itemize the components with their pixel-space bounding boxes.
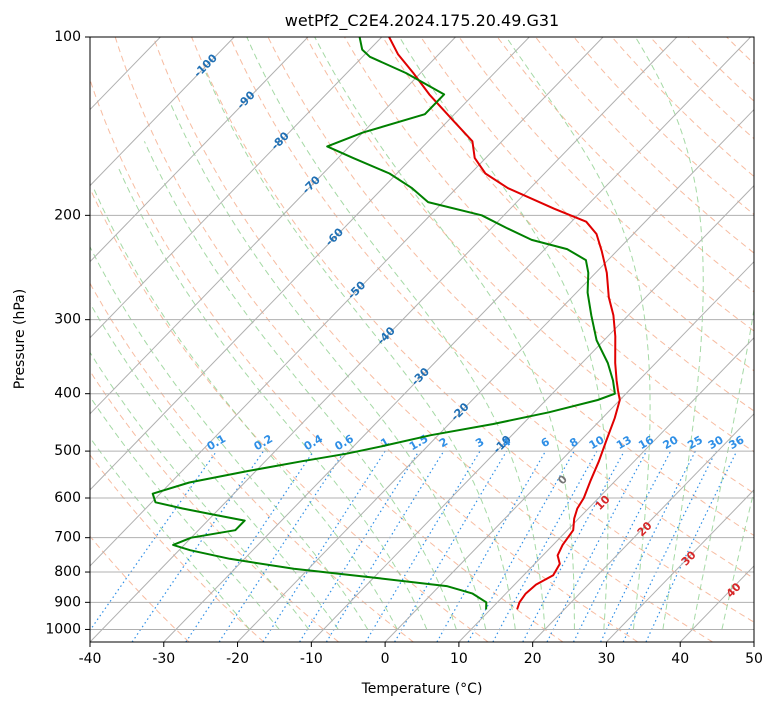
x-tick-label: -10 bbox=[300, 651, 323, 667]
x-tick-label: 50 bbox=[745, 651, 763, 667]
y-tick-label: 400 bbox=[54, 386, 81, 402]
isotherm-line bbox=[532, 413, 754, 642]
moist-adiabat-line bbox=[399, 37, 609, 630]
y-axis-title: Pressure (hPa) bbox=[12, 289, 28, 389]
mixing-ratio-line bbox=[90, 450, 218, 632]
isotherm-line bbox=[606, 489, 754, 642]
isotherm-line bbox=[90, 37, 456, 415]
y-tick-label: 100 bbox=[54, 29, 81, 45]
isotherm-line bbox=[90, 37, 383, 339]
moist-adiabat-line bbox=[93, 187, 398, 630]
isotherm-line bbox=[163, 37, 751, 642]
mixing-ratio-line bbox=[262, 450, 386, 642]
dry-adiabat-line bbox=[458, 37, 754, 332]
y-tick-label: 200 bbox=[54, 207, 81, 223]
isotherm-line bbox=[310, 184, 754, 642]
temperature-profile bbox=[388, 37, 621, 610]
moist-adiabat-line bbox=[170, 104, 487, 630]
moist-adiabat-line bbox=[246, 37, 546, 630]
x-tick-label: -30 bbox=[152, 651, 175, 667]
isotherm-line bbox=[384, 260, 754, 642]
axes: -40 -30 -20 -10 0 10 20 30 40 50 1000 900 800 700 600 5… bbox=[45, 29, 763, 667]
mixing-ratio-line bbox=[522, 450, 625, 642]
dry-adiabat-line bbox=[90, 78, 564, 642]
background-lines bbox=[0, 37, 775, 642]
isotherm-line bbox=[90, 37, 235, 187]
isotherm-line bbox=[237, 108, 754, 642]
y-tick-label: 300 bbox=[54, 312, 81, 328]
dry-adiabat-line bbox=[90, 187, 489, 642]
isotherm-line bbox=[90, 37, 678, 642]
moist-adiabat-line bbox=[205, 72, 516, 630]
mixing-ratio-line bbox=[185, 450, 315, 642]
plot-frame bbox=[89, 36, 755, 643]
isotherm-line bbox=[458, 337, 754, 642]
moist-adiabat-line bbox=[117, 165, 428, 630]
moist-adiabat-line bbox=[634, 37, 704, 630]
x-axis-title: Temperature (°C) bbox=[361, 681, 483, 697]
x-tick-label: -40 bbox=[79, 651, 102, 667]
mixing-ratio-line bbox=[365, 450, 481, 642]
dry-adiabat-line bbox=[114, 37, 639, 642]
mixing-ratio-line bbox=[492, 450, 598, 642]
x-tick-label: -20 bbox=[226, 651, 249, 667]
dry-adiabat-line bbox=[90, 454, 265, 642]
plot-background bbox=[90, 37, 754, 642]
isotherm-line bbox=[0, 37, 13, 642]
moist-adiabat-line bbox=[90, 436, 251, 630]
x-tick-label: 40 bbox=[671, 651, 689, 667]
moist-adiabat-line bbox=[691, 306, 754, 630]
mixing-ratio-line bbox=[600, 450, 696, 642]
y-tick-label: 1000 bbox=[45, 621, 81, 637]
dewpoint-profile bbox=[151, 37, 616, 610]
dry-adiabat-line bbox=[191, 37, 754, 623]
isotherm-line bbox=[90, 37, 604, 567]
moist-adiabat-line bbox=[143, 141, 457, 630]
moist-adiabat-line bbox=[505, 37, 651, 630]
isotherm-line bbox=[90, 37, 530, 491]
mixing-ratio-line bbox=[325, 450, 445, 642]
dry-adiabat-line bbox=[765, 37, 775, 642]
x-tick-label: 30 bbox=[598, 651, 616, 667]
moist-adiabat-line bbox=[721, 489, 754, 630]
mixing-ratio-line bbox=[622, 450, 717, 642]
y-tick-label: 900 bbox=[54, 594, 81, 610]
y-tick-label: 700 bbox=[54, 530, 81, 546]
moist-adiabat-line bbox=[90, 351, 310, 630]
mixing-ratio-line bbox=[218, 450, 345, 642]
x-tick-label: 0 bbox=[381, 651, 390, 667]
isotherm-line bbox=[753, 641, 754, 642]
sounding-profiles bbox=[151, 37, 621, 610]
y-tick-label: 800 bbox=[54, 564, 81, 580]
y-tick-label: 600 bbox=[54, 490, 81, 506]
y-tick-label: 500 bbox=[54, 443, 81, 459]
x-tick-label: 20 bbox=[524, 651, 542, 667]
isotherm-line bbox=[90, 37, 309, 263]
mixing-ratio-line bbox=[299, 450, 420, 642]
x-tick-label: 10 bbox=[450, 651, 468, 667]
dry-adiabat-line bbox=[496, 37, 754, 293]
moist-adiabat-line bbox=[90, 245, 369, 630]
mixing-ratio-line bbox=[131, 450, 264, 642]
moist-adiabat-line bbox=[314, 37, 575, 630]
moist-adiabat-line bbox=[90, 302, 339, 630]
chart-title: wetPf2_C2E4.2024.175.20.49.G31 bbox=[285, 11, 559, 31]
